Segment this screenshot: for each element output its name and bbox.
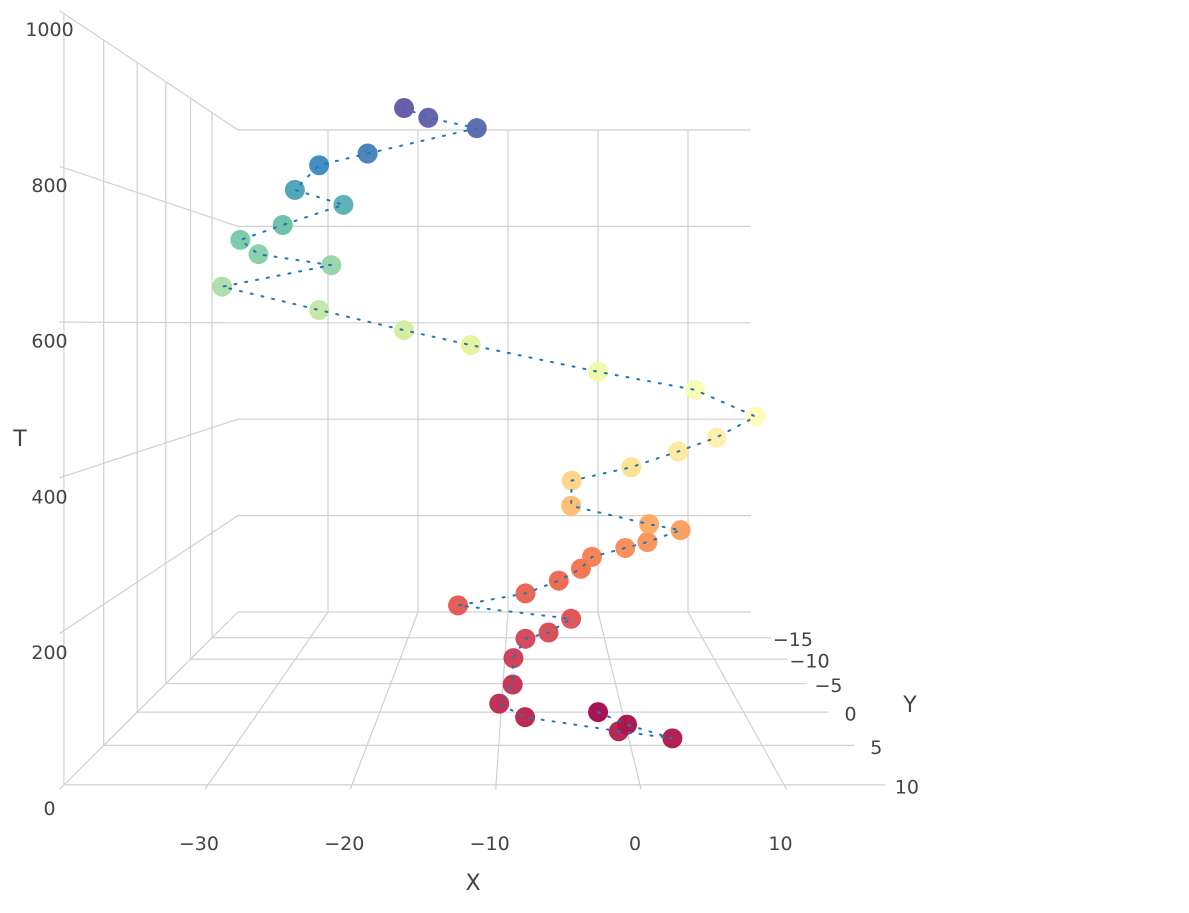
point [212,276,233,297]
z-tick-label: 600 [31,331,67,353]
grid-line [59,321,239,324]
x-tick-label: 10 [768,833,792,855]
z-tick-label: 1000 [25,19,73,41]
marks [212,98,766,749]
point [503,648,524,669]
point [639,514,660,535]
grid-line [204,611,329,790]
grid-line [59,165,239,227]
point [248,244,269,265]
z-tick-label: 400 [31,486,67,508]
z-tick-label: 800 [31,175,67,197]
point [515,707,536,728]
grid-line [59,10,239,131]
point [333,194,354,215]
grid-line [59,418,239,479]
grid-line [59,611,239,790]
grid-line [59,515,239,635]
grid [59,10,885,790]
labels: X Y T −30 −20 −10 0 10−15−10−505100200400600… [12,19,919,896]
x-tick-label: −10 [470,833,510,855]
y-axis-title: Y [902,693,917,718]
x-tick-label: −20 [324,833,364,855]
point [685,379,706,400]
point [309,155,330,176]
x-tick-label: −30 [179,833,219,855]
point [489,693,510,714]
point [561,495,582,516]
x-axis-title: X [465,871,480,896]
point [637,532,658,553]
point [706,427,727,448]
grid-line [597,611,642,790]
z-tick-label: 200 [31,642,67,664]
point [418,107,439,128]
z-tick-label: 0 [43,798,55,820]
grid-line [687,611,788,790]
point [230,229,251,250]
y-tick-label: −5 [814,675,842,697]
point [561,608,582,629]
z-axis-title: T [12,427,27,452]
y-tick-label: 5 [870,737,882,759]
point [272,214,293,235]
x-tick-label: 0 [629,833,641,855]
grid-line [349,611,419,790]
point [588,361,609,382]
y-tick-label: −10 [789,651,829,673]
y-tick-label: 0 [844,704,856,726]
trace-line [221,107,758,740]
point [745,406,766,427]
point [309,300,330,321]
point [502,674,523,695]
point [621,457,642,478]
point [548,570,569,591]
point [460,335,481,356]
y-tick-label: −15 [773,629,813,651]
point [448,595,469,616]
point [670,520,691,541]
point [394,320,415,341]
y-tick-label: 10 [895,776,919,798]
